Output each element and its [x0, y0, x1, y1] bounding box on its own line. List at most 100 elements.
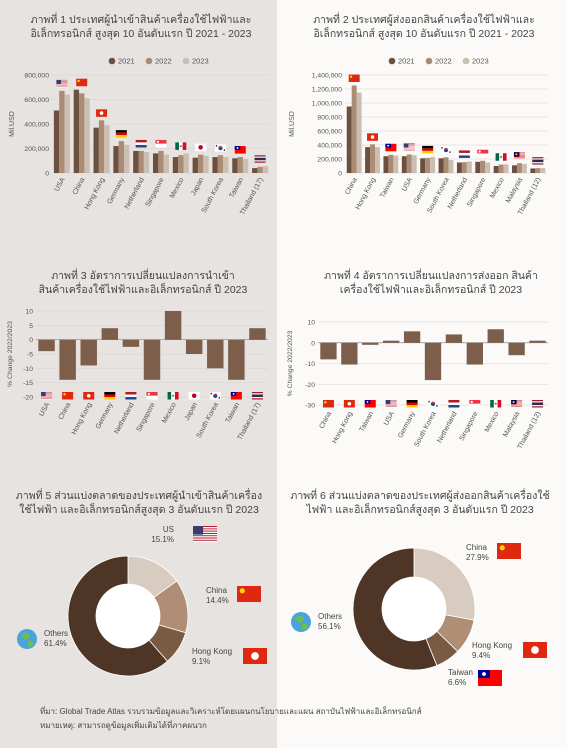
- y-tick-label: 1,000,000: [312, 101, 342, 108]
- slice-percent: 6.6%: [448, 678, 466, 687]
- y-tick-label: -10: [305, 361, 315, 368]
- flag-tw-icon: [478, 670, 502, 686]
- flag-part: [513, 157, 525, 159]
- flag-part: [403, 147, 415, 149]
- flag-part: [385, 400, 397, 402]
- flag-part: [511, 406, 523, 407]
- slice-label: Hong Kong: [192, 647, 232, 656]
- flag-part: [56, 80, 68, 81]
- flag-part: [193, 531, 217, 533]
- y-tick-label: 800,000: [24, 73, 49, 80]
- flag-part: [56, 85, 68, 87]
- flag-de-icon: [406, 400, 418, 408]
- bar-2023-hong-kong: [375, 147, 380, 173]
- bar-2023-hong-kong: [104, 125, 110, 173]
- flag-nl-icon: [458, 150, 470, 158]
- legend-label: 2023: [192, 57, 209, 66]
- flag-part: [193, 526, 217, 528]
- flag-part: [422, 145, 434, 149]
- flag-part: [213, 395, 218, 398]
- flag-part: [41, 393, 53, 394]
- flag-part: [403, 147, 415, 148]
- bar-2022-singapore: [480, 160, 486, 173]
- bar-2021-usa: [53, 110, 60, 173]
- flag-part: [63, 393, 66, 396]
- flag-part: [469, 403, 481, 408]
- bar-2023-germany: [430, 156, 436, 173]
- bar-2022-mexico: [498, 164, 504, 173]
- flag-part: [477, 149, 489, 154]
- flag-part: [532, 159, 544, 163]
- flag-mx-icon: [175, 142, 187, 150]
- flag-part: [511, 404, 523, 406]
- flag-part: [115, 135, 127, 138]
- bar-change-usa: [38, 339, 55, 352]
- flag-part: [441, 147, 443, 149]
- legend-marker: [462, 57, 470, 65]
- flag-part: [387, 144, 390, 147]
- flag-part: [193, 532, 217, 534]
- flag-part: [531, 646, 539, 654]
- flag-part: [41, 392, 53, 394]
- flag-part: [385, 402, 397, 404]
- globe-land: [295, 615, 304, 623]
- flag-part: [41, 398, 53, 400]
- flag-nl-icon: [135, 139, 147, 148]
- bar-change-mexico: [164, 311, 182, 340]
- flag-mx-icon: [167, 392, 179, 400]
- flag-part: [403, 150, 415, 151]
- flag-part: [403, 144, 415, 146]
- flag-part: [236, 147, 239, 149]
- flag-part: [156, 140, 160, 143]
- x-tick-label: Mexico: [484, 411, 501, 434]
- bar-change-south-korea: [207, 339, 224, 369]
- flag-part: [515, 153, 518, 156]
- flag-part: [218, 397, 220, 399]
- flag-part: [251, 652, 259, 660]
- flag-part: [406, 402, 418, 405]
- bar-2023-china: [84, 98, 90, 173]
- flag-part: [56, 79, 62, 84]
- bar-2023-south-korea: [223, 157, 229, 173]
- flag-part: [251, 394, 263, 397]
- footer-note: หมายเหตุ: สามารถดูข้อมูลเพิ่มเติมได้ที่ภ…: [40, 721, 207, 730]
- bar-change-mexico: [487, 329, 504, 343]
- bar-2022-netherland: [138, 150, 144, 173]
- flag-part: [494, 402, 497, 405]
- flag-part: [135, 144, 147, 148]
- bar-2021-china: [73, 89, 80, 173]
- x-tick-label: Malaysia: [505, 177, 524, 205]
- flag-part: [193, 530, 217, 532]
- bar-2023-germany: [124, 144, 130, 173]
- flag-part: [104, 394, 116, 397]
- legend-marker: [425, 57, 433, 65]
- legend-label: 2022: [155, 57, 172, 66]
- bar-2023-singapore: [485, 162, 491, 173]
- legend-label: 2023: [472, 57, 489, 66]
- flag-part: [41, 398, 53, 399]
- flag-part: [193, 539, 217, 541]
- bar-change-thailand-12-: [529, 340, 546, 343]
- flag-part: [403, 145, 415, 147]
- x-tick-label: Netherland: [113, 402, 135, 436]
- legend-label: 2022: [435, 57, 452, 66]
- y-tick-label: 0: [311, 340, 315, 347]
- flag-part: [448, 400, 460, 403]
- x-tick-label: Singapore: [136, 402, 157, 434]
- flag-part: [469, 400, 481, 404]
- flag-part: [458, 152, 470, 156]
- legend-label: 2021: [398, 57, 415, 66]
- flag-cn-icon: [62, 392, 74, 400]
- slice-percent: 61.4%: [44, 639, 67, 648]
- flag-us-icon: [56, 79, 68, 88]
- bar-2022-taiwan: [388, 154, 394, 173]
- flag-part: [511, 405, 523, 407]
- flag-part: [210, 392, 212, 395]
- flag-part: [135, 139, 147, 143]
- bar-2021-japan: [192, 157, 198, 173]
- footer-source: ที่มา: Global Trade Atlas รวบรวมข้อมูลแล…: [40, 707, 422, 716]
- flag-part: [403, 148, 415, 149]
- flag-part: [532, 402, 544, 405]
- flag-part: [86, 393, 91, 398]
